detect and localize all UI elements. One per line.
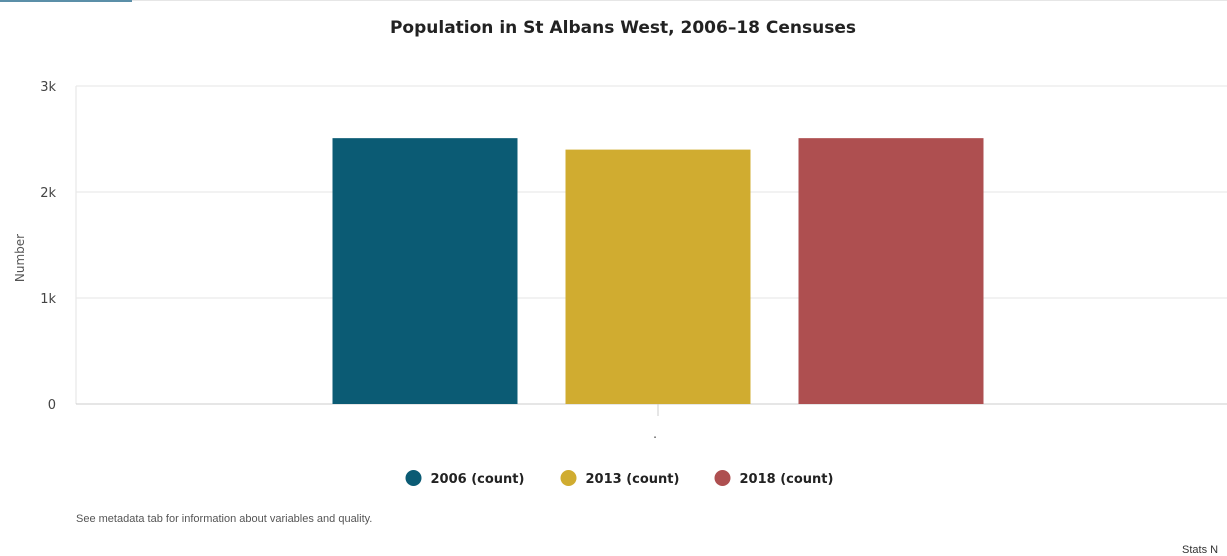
y-tick-label: 0: [48, 398, 56, 413]
bars: [332, 138, 984, 405]
legend-item-3[interactable]: 2018 (count): [714, 470, 834, 487]
y-axis-title: Number: [13, 234, 27, 282]
y-tick-label: 3k: [40, 80, 56, 95]
chart-title: Population in St Albans West, 2006–18 Ce…: [390, 18, 856, 38]
legend-swatch: [560, 470, 577, 486]
y-axis-ticks: 0 1k 2k 3k: [40, 80, 56, 413]
source-credit: Stats N: [1182, 544, 1219, 556]
active-tab-indicator: [0, 0, 132, 2]
top-divider: [132, 0, 1227, 1]
x-axis: .: [653, 404, 659, 441]
legend-item-2[interactable]: 2013 (count): [560, 470, 680, 487]
legend-label: 2018 (count): [740, 472, 834, 487]
bar-1: [332, 138, 518, 405]
legend-label: 2013 (count): [586, 472, 680, 487]
bar-2: [565, 149, 751, 404]
bar-3: [798, 138, 984, 405]
footnote: See metadata tab for information about v…: [76, 513, 373, 525]
legend-item-1[interactable]: 2006 (count): [405, 470, 525, 487]
legend-swatch: [714, 470, 731, 486]
legend-swatch: [405, 470, 422, 486]
y-tick-label: 2k: [40, 186, 56, 201]
x-category-label: .: [653, 427, 657, 441]
y-tick-label: 1k: [40, 292, 56, 307]
legend[interactable]: 2006 (count) 2013 (count) 2018 (count): [405, 470, 834, 487]
legend-label: 2006 (count): [431, 472, 525, 487]
